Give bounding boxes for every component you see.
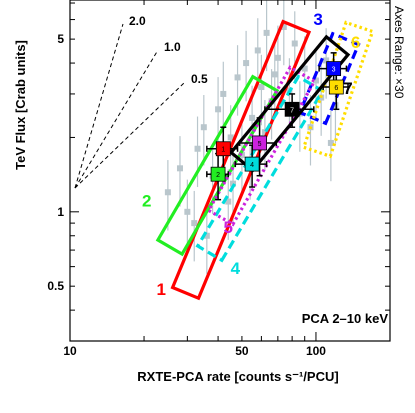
marker-label-7: 7 [290, 107, 294, 114]
bg-point [203, 232, 210, 239]
bg-point [301, 65, 308, 72]
bg-point [291, 40, 298, 47]
bg-point [225, 198, 232, 205]
series-label-4: 4 [231, 259, 241, 278]
marker-2 [210, 166, 226, 182]
data-markers: 1 2 3 4 5 6 7 [210, 61, 344, 182]
y-tick-label: 0.5 [47, 279, 64, 293]
bg-point [271, 71, 278, 78]
band-box-5 [206, 65, 317, 227]
series-label-3: 3 [313, 10, 322, 29]
plot-frame [69, 0, 391, 342]
marker-5 [252, 135, 267, 151]
marker-4 [244, 156, 260, 172]
bg-point [176, 165, 183, 172]
slope-guide-label: 0.5 [191, 72, 208, 86]
marker-label-3: 3 [332, 67, 336, 74]
plot-frame-rect [69, 0, 391, 342]
marker-label-2: 2 [216, 172, 220, 179]
series-label-6: 6 [351, 33, 360, 52]
slope-guide [74, 81, 186, 189]
bg-point [263, 29, 270, 36]
band-box-1 [170, 19, 312, 301]
bg-point [200, 124, 207, 131]
x-tick-label: 10 [63, 344, 77, 358]
marker-7 [284, 101, 300, 117]
bg-point [261, 129, 268, 136]
bg-point [280, 23, 287, 30]
band-boxes: 1 2 3 4 5 6 7 [142, 10, 375, 301]
bg-point [332, 102, 339, 109]
slope-guides: 2.0 1.0 0.5 [74, 14, 208, 189]
bg-point [194, 145, 201, 152]
bg-point [215, 106, 222, 113]
x-tick-label: 100 [306, 344, 326, 358]
band-box-3 [297, 31, 361, 126]
series-label-5: 5 [224, 218, 233, 237]
band-box-4 [195, 74, 325, 263]
marker-3 [326, 61, 342, 76]
bg-point [243, 60, 250, 67]
series-label-2: 2 [142, 192, 151, 211]
bg-point [184, 208, 191, 215]
bg-point [274, 54, 281, 61]
marker-label-4: 4 [250, 162, 254, 169]
bg-point [220, 90, 227, 97]
marker-label-1: 1 [221, 147, 225, 154]
bg-point [254, 47, 261, 54]
y-tick-label: 1 [57, 205, 64, 219]
bg-point [164, 189, 171, 196]
axes-range-annotation: Axes Range: ×30 [392, 6, 406, 99]
bg-point [312, 77, 319, 84]
marker-1 [215, 141, 231, 157]
bg-point [191, 220, 198, 227]
marker-6 [328, 79, 344, 95]
x-tick-label: 50 [235, 344, 249, 358]
bg-point [234, 74, 241, 81]
axis-ticks: 10 50 100 0.5 1 5 [47, 0, 391, 358]
x-axis-label: RXTE-PCA rate [counts s⁻¹/PCU] [137, 369, 338, 384]
bg-point [227, 134, 234, 141]
marker-label-6: 6 [334, 85, 338, 92]
bg-point [249, 114, 256, 121]
energy-band-annotation: PCA 2–10 keV [302, 311, 389, 326]
slope-guide [74, 49, 159, 189]
slope-guide [74, 23, 124, 189]
bg-point [327, 139, 334, 146]
slope-guide-label: 1.0 [164, 40, 181, 54]
marker-label-5: 5 [258, 141, 262, 148]
band-box-7 [228, 34, 351, 173]
bg-point [323, 57, 330, 64]
y-axis-label: TeV Flux [Crab units] [13, 40, 28, 170]
bg-point [258, 84, 265, 91]
y-tick-label: 5 [57, 32, 64, 46]
slope-guide-label: 2.0 [129, 14, 146, 28]
series-label-1: 1 [157, 280, 166, 299]
band-box-6 [301, 20, 375, 159]
